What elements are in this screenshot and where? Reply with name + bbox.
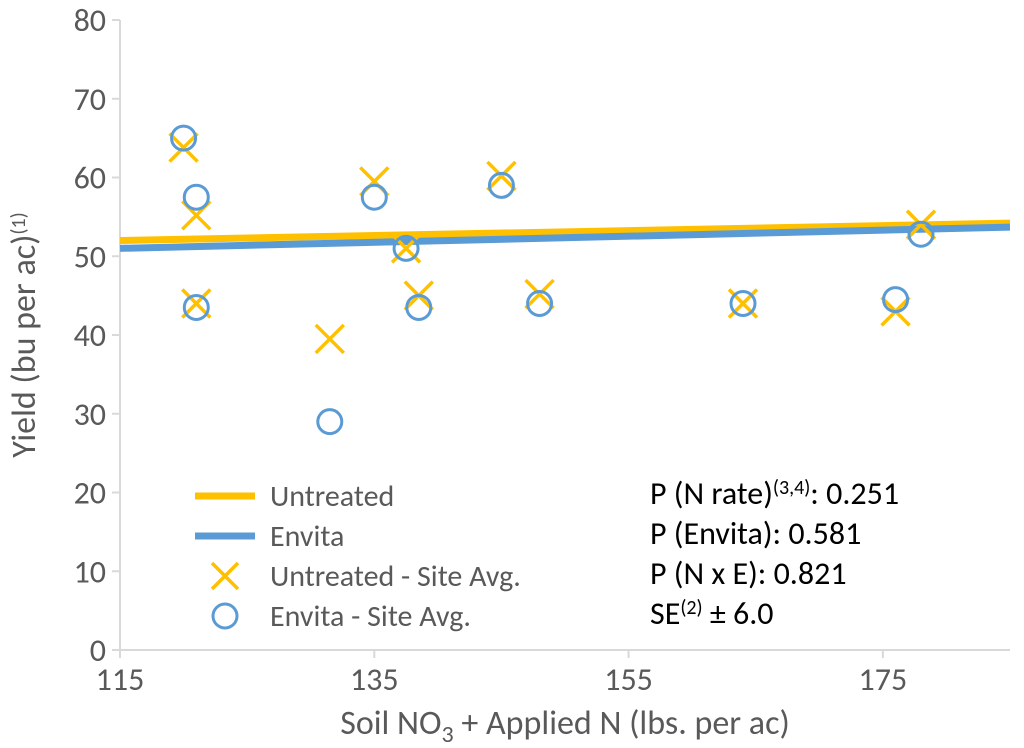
y-tick-label: 10 (74, 552, 106, 591)
y-tick-label: 70 (74, 80, 106, 119)
x-axis-title: Soil NO3 + Applied N (lbs. per ac) (340, 703, 790, 748)
marker-untreated (729, 290, 757, 318)
y-tick-label: 60 (74, 159, 106, 198)
y-tick-label: 80 (74, 1, 106, 40)
yield-vs-nitrogen-chart: 01020304050607080115135155175Yield (bu p… (0, 0, 1024, 748)
marker-untreated (316, 325, 344, 353)
x-tick-label: 115 (96, 660, 145, 699)
marker-untreated (487, 162, 515, 190)
legend-item: Untreated (195, 478, 394, 515)
legend-item: Untreated - Site Avg. (212, 558, 521, 595)
x-tick-label: 135 (350, 660, 399, 699)
marker-untreated (170, 134, 198, 162)
marker-envita (362, 185, 386, 209)
marker-untreated (526, 280, 554, 308)
legend-label: Envita (270, 518, 344, 555)
legend-label: Envita - Site Avg. (270, 598, 471, 635)
stats-annotation: P (N rate)(3,4): 0.251 (650, 474, 899, 513)
legend-swatch-circle (213, 604, 237, 628)
marker-envita (407, 295, 431, 319)
legend-item: Envita (195, 518, 344, 555)
x-tick-label: 155 (604, 660, 653, 699)
marker-envita (884, 288, 908, 312)
y-axis-title: Yield (bu per ac)(1) (4, 212, 45, 457)
y-tick-label: 20 (74, 474, 106, 513)
legend-label: Untreated - Site Avg. (270, 558, 521, 595)
marker-envita (318, 410, 342, 434)
stats-annotation: SE(2) ± 6.0 (650, 594, 774, 633)
marker-envita (184, 295, 208, 319)
stats-annotation: P (Envita): 0.581 (650, 514, 861, 553)
stats-annotation: P (N x E): 0.821 (650, 554, 847, 593)
y-tick-label: 40 (74, 316, 106, 355)
legend-label: Untreated (270, 478, 394, 515)
y-tick-label: 30 (74, 395, 106, 434)
y-tick-label: 50 (74, 237, 106, 276)
chart-svg: 01020304050607080115135155175Yield (bu p… (0, 0, 1024, 748)
marker-envita (184, 185, 208, 209)
x-tick-label: 175 (859, 660, 908, 699)
legend-item: Envita - Site Avg. (213, 598, 471, 635)
